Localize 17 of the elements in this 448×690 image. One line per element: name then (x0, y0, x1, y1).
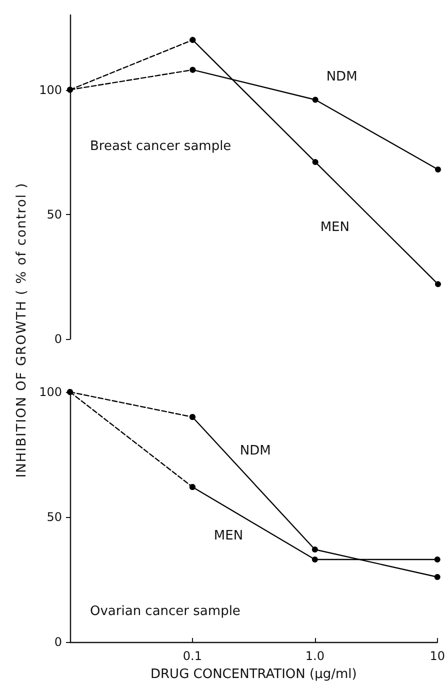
y-tick-label: 50 (46, 510, 62, 524)
x-tick-label: 0.1 (182, 649, 202, 663)
series-label: NDM (326, 70, 358, 85)
y-tick-label: 100 (39, 385, 62, 399)
y-tick-label: 100 (39, 82, 62, 97)
y-axis-title: INHIBITION OF GROWTH ( % of control ) (14, 182, 30, 478)
text: Breast cancer sample (90, 139, 232, 154)
text: Ovarian cancer sample (90, 604, 240, 619)
x-axis-title: DRUG CONCENTRATION (µg/ml) (150, 667, 357, 682)
series-label: NDM (240, 444, 271, 458)
x-tick-label: 10 (430, 649, 446, 663)
y-tick-label: 0 (54, 635, 62, 649)
y-tick-label: 0 (54, 332, 62, 346)
x-tick-label: 1.0 (305, 649, 324, 663)
series-label: MEN (320, 220, 350, 236)
y-tick-label: 50 (46, 207, 62, 222)
series-label: MEN (214, 528, 244, 544)
